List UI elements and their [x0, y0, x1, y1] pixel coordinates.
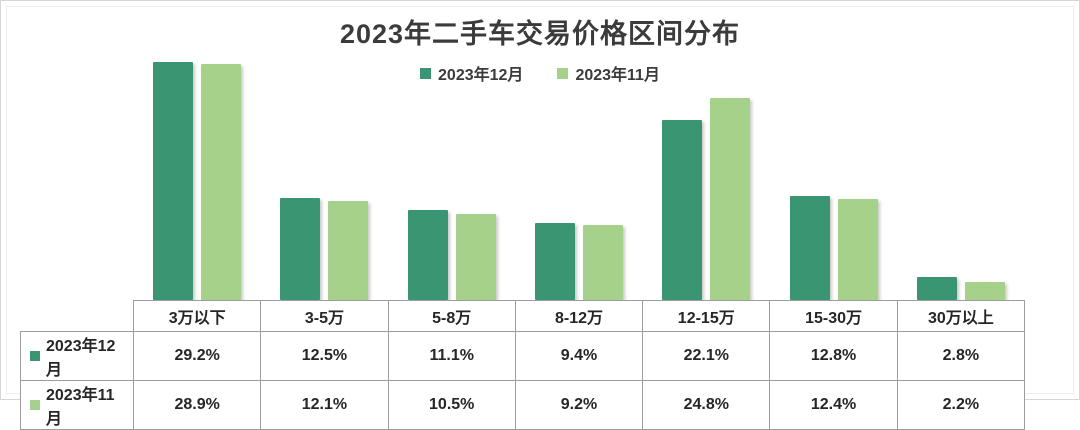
bar-group-5: [643, 58, 770, 300]
table-header-category-1: 3万以下: [132, 300, 262, 332]
legend-swatch-nov-icon: [557, 67, 569, 79]
series-key-swatch-icon: [30, 400, 40, 410]
bar-group-4: [515, 58, 642, 300]
bar-nov-2: [328, 201, 369, 300]
table-value-nov-3: 10.5%: [387, 380, 516, 430]
table-value-nov-4: 9.2%: [514, 380, 644, 430]
table-corner-cell: [20, 300, 134, 332]
table-header-category-2: 3-5万: [260, 300, 389, 332]
legend-swatch-dec-icon: [420, 67, 432, 79]
table-value-dec-4: 9.4%: [514, 331, 644, 381]
table-header-row: 3万以下 3-5万 5-8万 8-12万 12-15万 15-30万 30万以上: [20, 300, 1026, 332]
chart-legend: 2023年12月 2023年11月: [0, 61, 1080, 85]
series-name-label: 2023年11月: [46, 387, 115, 428]
table-value-nov-7: 2.2%: [896, 380, 1026, 430]
bar-dec-6: [789, 195, 830, 300]
table-header-category-4: 8-12万: [514, 300, 644, 332]
bar-group-1: [133, 58, 260, 300]
table-header-category-6: 15-30万: [769, 300, 898, 332]
bar-plot-area: [133, 58, 1025, 300]
bar-dec-3: [407, 209, 448, 300]
bar-dec-2: [280, 198, 321, 300]
legend-item-nov: 2023年11月: [557, 61, 660, 85]
table-value-dec-5: 22.1%: [642, 331, 771, 381]
bar-dec-1: [152, 62, 193, 300]
table-value-dec-6: 12.8%: [769, 331, 898, 381]
table-value-nov-1: 28.9%: [132, 380, 262, 430]
table-row-dec: 2023年12月 29.2% 12.5% 11.1% 9.4% 22.1% 12.8% 2.8…: [20, 331, 1026, 381]
bar-dec-4: [534, 223, 575, 300]
table-value-dec-3: 11.1%: [387, 331, 516, 381]
chart-data-table: 3万以下 3-5万 5-8万 8-12万 12-15万 15-30万 30万以上 2023年1…: [20, 300, 1026, 430]
table-header-category-7: 30万以上: [896, 300, 1026, 332]
table-value-nov-5: 24.8%: [642, 380, 771, 430]
table-value-nov-2: 12.1%: [260, 380, 389, 430]
chart-title: 2023年二手车交易价格区间分布: [339, 19, 741, 49]
legend-label-dec: 2023年12月: [438, 67, 524, 84]
bar-group-6: [770, 58, 897, 300]
series-name-label: 2023年12月: [46, 338, 116, 379]
bar-nov-7: [965, 282, 1006, 300]
table-value-nov-6: 12.4%: [769, 380, 898, 430]
table-header-category-5: 12-15万: [642, 300, 771, 332]
bar-group-3: [388, 58, 515, 300]
table-value-dec-1: 29.2%: [132, 331, 262, 381]
bar-group-7: [898, 58, 1025, 300]
table-value-dec-7: 2.8%: [896, 331, 1026, 381]
bar-group-2: [260, 58, 387, 300]
bar-nov-4: [582, 225, 623, 300]
legend-label-nov: 2023年11月: [575, 67, 660, 84]
table-row-nov: 2023年11月 28.9% 12.1% 10.5% 9.2% 24.8% 12.4% 2.2…: [20, 380, 1026, 430]
bar-nov-5: [710, 97, 751, 300]
table-row-label-nov: 2023年11月: [20, 380, 134, 430]
bar-nov-3: [455, 214, 496, 300]
table-header-category-3: 5-8万: [387, 300, 516, 332]
legend-item-dec: 2023年12月: [420, 61, 523, 85]
series-key-swatch-icon: [30, 351, 40, 361]
bar-dec-7: [917, 277, 958, 300]
bar-nov-1: [200, 64, 241, 300]
bar-dec-5: [662, 119, 703, 300]
table-value-dec-2: 12.5%: [260, 331, 389, 381]
bar-nov-6: [837, 198, 878, 300]
table-row-label-dec: 2023年12月: [20, 331, 134, 381]
